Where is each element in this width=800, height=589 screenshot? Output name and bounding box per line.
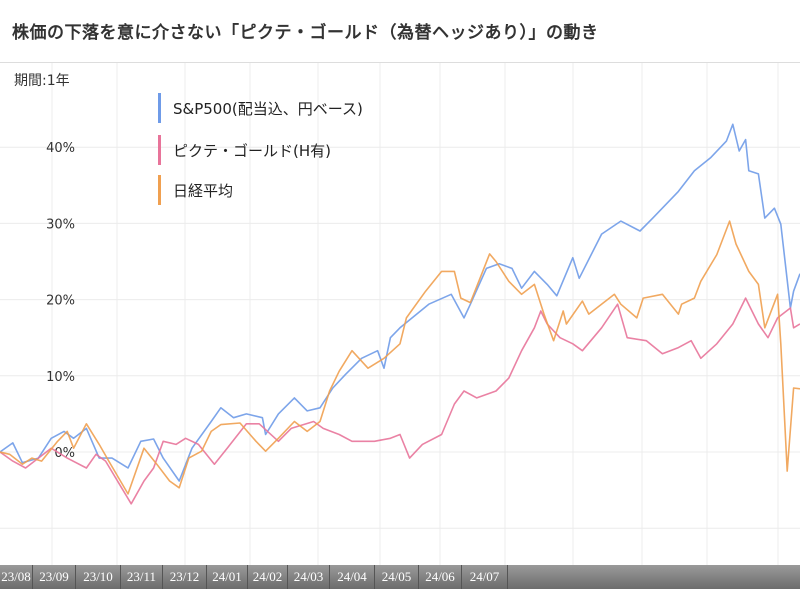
x-tick-label: 24/04 [330,565,375,589]
x-tick-label: 24/02 [248,565,288,589]
legend-swatch [158,135,161,165]
y-tick-label: 0% [54,446,75,461]
series-line [0,123,800,482]
legend-item-sp500: S&P500(配当込、円ベース) [158,93,363,123]
x-axis-bar: 23/08 23/09 23/10 23/11 23/12 24/01 24/0… [0,565,800,589]
line-chart: 0% 10% 20% 30% 40% [0,63,800,566]
legend-label: ピクテ・ゴールド(H有) [173,141,331,160]
x-tick-label: 24/03 [288,565,330,589]
x-tick-label: 24/01 [207,565,248,589]
series-line [0,297,800,505]
chart-area: 0% 10% 20% 30% 40% [0,62,800,566]
period-label: 期間:1年 [14,73,70,89]
legend-item-nikkei: 日経平均 [158,175,233,205]
legend-label: S&P500(配当込、円ベース) [173,99,363,118]
x-tick-label: 23/08 [0,565,33,589]
x-tick-label: 24/06 [419,565,462,589]
x-tick-label: 23/11 [121,565,163,589]
legend-swatch [158,93,161,123]
y-tick-label: 30% [46,217,75,232]
x-tick-label [508,565,800,589]
x-tick-label: 23/09 [33,565,76,589]
legend-item-pictet-gold: ピクテ・ゴールド(H有) [158,135,331,165]
legend-label: 日経平均 [173,181,234,200]
y-tick-label: 20% [46,294,75,309]
y-tick-label: 10% [46,370,75,385]
y-tick-label: 40% [46,141,75,156]
chart-title: 株価の下落を意に介さない「ピクテ・ゴールド（為替ヘッジあり）」の動き [12,23,599,43]
legend-swatch [158,175,161,205]
x-tick-label: 23/10 [76,565,121,589]
x-tick-label: 24/07 [462,565,508,589]
series-line [0,220,800,495]
x-tick-label: 24/05 [375,565,419,589]
x-tick-label: 23/12 [163,565,207,589]
